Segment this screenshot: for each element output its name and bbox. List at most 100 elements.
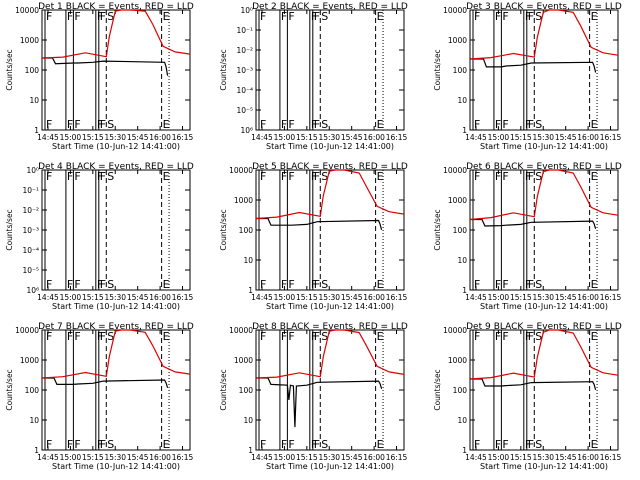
y-tick-label: 1: [462, 126, 467, 135]
panel-title-det: Det 5: [252, 162, 277, 172]
marker-label-top: F: [97, 330, 103, 343]
x-tick-label: 16:15: [172, 293, 194, 302]
marker-label-bottom: S: [535, 278, 542, 291]
marker-label-bottom: F: [288, 278, 294, 291]
marker-label-bottom: F: [495, 118, 501, 131]
x-tick-label: 14:45: [251, 133, 273, 142]
plot-frame: [41, 169, 191, 291]
marker-label-top: E: [591, 10, 598, 23]
y-axis-label: Counts/sec: [219, 49, 228, 90]
marker-label-bottom: F: [311, 438, 317, 451]
x-tick-label: 14:45: [37, 453, 59, 462]
y-tick-label: 100: [453, 66, 468, 75]
x-tick-label: 15:00: [274, 453, 296, 462]
marker-label-top: F: [281, 330, 287, 343]
y-tick-label: 10⁻¹: [22, 186, 39, 195]
marker-label-top: F: [260, 10, 266, 23]
marker-label-top: F: [525, 10, 531, 23]
x-tick-label: 14:45: [37, 293, 59, 302]
marker-label-top: F: [311, 170, 317, 183]
x-tick-label: 15:15: [296, 453, 318, 462]
x-tick-label: 16:15: [600, 293, 622, 302]
y-tick-label: 10⁻⁵: [22, 266, 39, 275]
y-tick-label: 10000: [443, 326, 467, 335]
events-series-line: [42, 377, 169, 388]
marker-label-top: F: [67, 10, 73, 23]
x-tick-label: 15:00: [488, 293, 510, 302]
y-tick-label: 10000: [229, 166, 253, 175]
y-tick-label: 1000: [234, 356, 253, 365]
marker-label-top: S: [107, 170, 114, 183]
marker-label-top: F: [46, 330, 52, 343]
x-tick-label: 14:45: [465, 293, 487, 302]
marker-label-top: F: [314, 10, 320, 23]
marker-label-top: F: [502, 170, 508, 183]
marker-label-bottom: E: [163, 438, 170, 451]
marker-label-top: S: [535, 170, 542, 183]
x-tick-label: 15:30: [318, 133, 340, 142]
marker-label-top: F: [67, 330, 73, 343]
panel-title-legend: BLACK = Events, RED = LLD: [494, 322, 622, 332]
y-tick-label: 1: [462, 286, 467, 295]
y-tick-label: 10⁻³: [236, 66, 253, 75]
x-tick-label: 15:00: [274, 293, 296, 302]
x-tick-label: 16:00: [149, 453, 171, 462]
y-tick-label: 10⁶: [26, 286, 39, 295]
marker-label-bottom: E: [377, 118, 384, 131]
x-axis-label: Start Time (10-Jun-12 14:41:00): [52, 142, 180, 151]
y-axis-label: Counts/sec: [5, 369, 14, 410]
x-tick-label: 15:30: [532, 453, 554, 462]
marker-label-bottom: F: [474, 118, 480, 131]
panel-6: Det 6 BLACK = Events, RED = LLD 14:45 15:00…: [433, 162, 622, 311]
marker-label-top: F: [311, 10, 317, 23]
marker-label-bottom: F: [67, 438, 73, 451]
plot-frame: [255, 9, 405, 131]
x-tick-label: 16:00: [363, 133, 385, 142]
x-tick-label: 15:45: [127, 453, 149, 462]
panel-title-det: Det 3: [466, 2, 491, 12]
plot-frame: [469, 329, 619, 451]
x-tick-label: 15:30: [104, 133, 126, 142]
y-tick-label: 10: [29, 416, 39, 425]
marker-label-top: F: [311, 330, 317, 343]
panel-9: Det 9 BLACK = Events, RED = LLD 14:45 15:00…: [433, 322, 622, 471]
panel-title-legend: BLACK = Events, RED = LLD: [280, 162, 408, 172]
panel-title-det: Det 7: [38, 322, 63, 332]
panel-title: Det 1 BLACK = Events, RED = LLD: [38, 2, 194, 12]
marker-label-top: E: [163, 10, 170, 23]
y-tick-label: 1000: [234, 196, 253, 205]
x-tick-label: 15:00: [60, 453, 82, 462]
x-tick-label: 15:00: [488, 133, 510, 142]
marker-label-top: E: [377, 330, 384, 343]
marker-label-bottom: F: [100, 438, 106, 451]
panel-title-det: Det 6: [466, 162, 491, 172]
marker-label-bottom: S: [107, 278, 114, 291]
marker-label-top: F: [314, 330, 320, 343]
x-tick-label: 16:15: [172, 133, 194, 142]
marker-label-bottom: S: [535, 438, 542, 451]
x-tick-label: 15:15: [82, 453, 104, 462]
y-tick-label: 1: [248, 446, 253, 455]
marker-label-bottom: F: [46, 438, 52, 451]
events-series-line: [470, 378, 597, 391]
marker-label-bottom: F: [97, 438, 103, 451]
x-tick-label: 15:00: [60, 133, 82, 142]
marker-label-bottom: E: [377, 438, 384, 451]
x-tick-label: 16:15: [600, 453, 622, 462]
y-tick-label: 10⁻²: [22, 206, 39, 215]
marker-label-bottom: F: [502, 118, 508, 131]
x-tick-label: 15:15: [296, 293, 318, 302]
x-tick-label: 15:45: [555, 453, 577, 462]
y-axis-label: Counts/sec: [433, 209, 442, 250]
marker-label-top: S: [321, 10, 328, 23]
x-tick-label: 16:15: [600, 133, 622, 142]
x-tick-label: 15:30: [318, 293, 340, 302]
x-axis-label: Start Time (10-Jun-12 14:41:00): [480, 142, 608, 151]
y-axis-label: Counts/sec: [433, 369, 442, 410]
marker-label-top: F: [97, 170, 103, 183]
x-tick-label: 16:00: [149, 293, 171, 302]
x-tick-label: 15:45: [127, 293, 149, 302]
marker-label-bottom: F: [67, 278, 73, 291]
x-tick-label: 15:15: [82, 133, 104, 142]
